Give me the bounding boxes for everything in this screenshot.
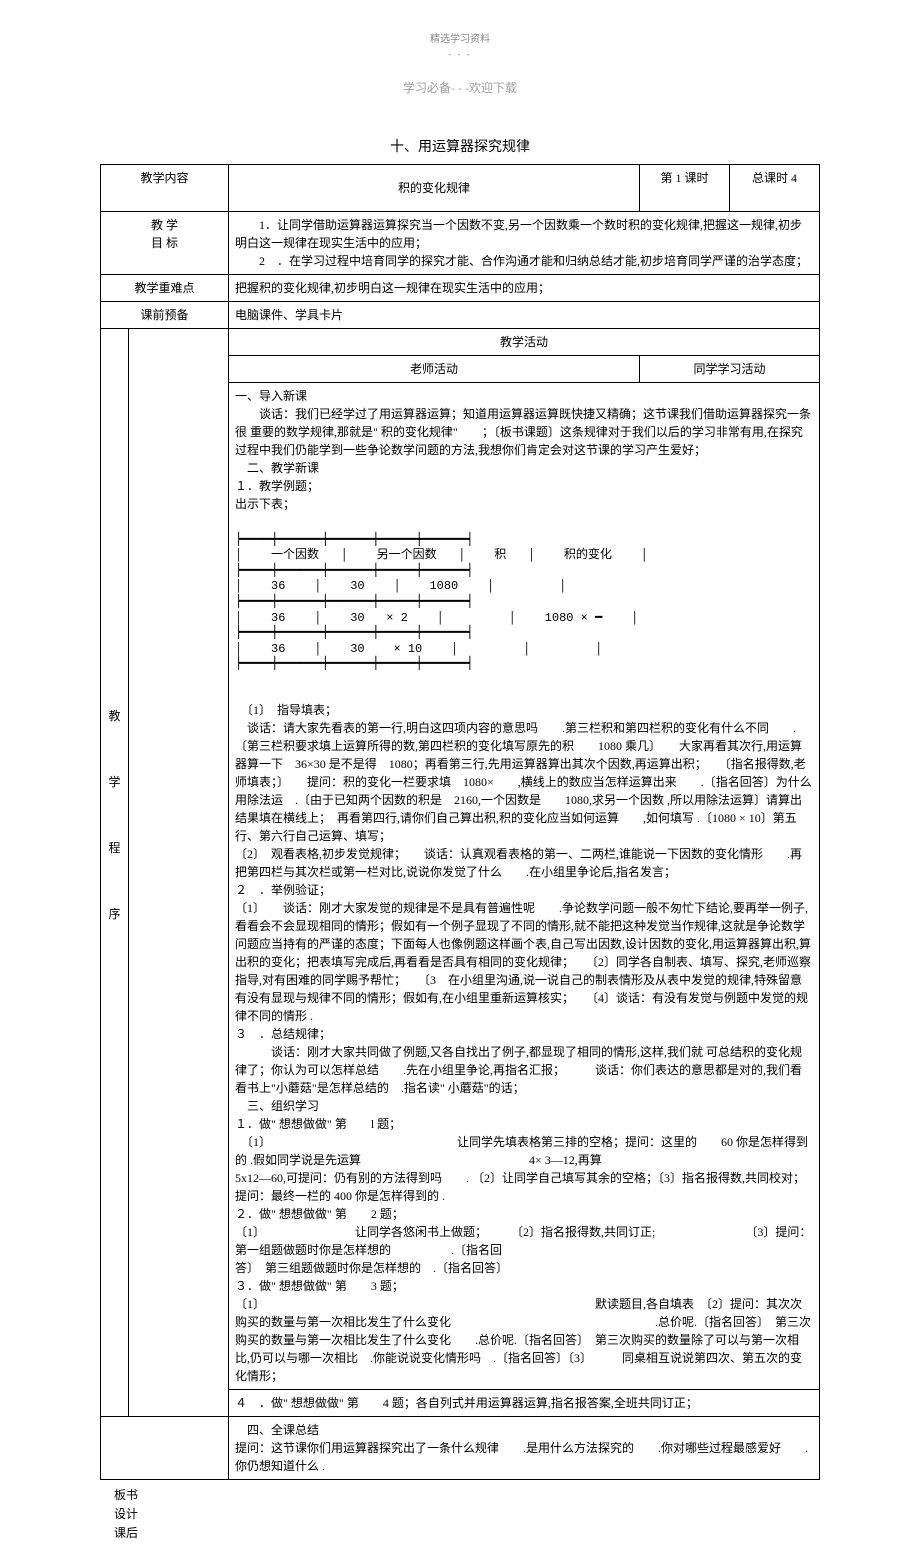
table-row: 教学活动 xyxy=(101,329,820,356)
cell-empty xyxy=(101,1416,229,1479)
lesson-plan-table: 教学内容 积的变化规律 第 1 课时 总课时 4 教 学 目 标 1．让同学借助… xyxy=(100,164,820,1480)
cell-teacher-activity-header: 老师活动 xyxy=(229,356,640,383)
text-line: 出示下表； xyxy=(235,495,813,513)
text-line: 二、教学新课 xyxy=(235,459,813,477)
table-row: 教学重难点 把握积的变化规律,初步明白这一规律在现实生活中的应用； xyxy=(101,275,820,302)
text-line: ３ ．总结规律； xyxy=(235,1025,813,1043)
dashed-line: │ 36 │ 30 × 10 │ │ │ xyxy=(235,642,602,656)
text-line: 谈话：刚才大家共同做了例题,又各自找出了例子,都显现了相同的情形,这样,我们就 … xyxy=(235,1043,813,1097)
text-line: １．做" 想想做做" 第 l 题； xyxy=(235,1115,813,1133)
cell-teaching-content-label: 教学内容 xyxy=(101,165,229,212)
table-row: 教 学 目 标 1．让同学借助运算器运算探究当一个因数不变,另一个因数乘一个数时… xyxy=(101,212,820,275)
cell-keypoints-content: 把握积的变化规律,初步明白这一规律在现实生活中的应用； xyxy=(229,275,820,302)
cell-lesson-title: 积的变化规律 xyxy=(229,165,640,212)
text-line: 〔1〕 让同学各悠闲书上做题； 〔2〕指名报得数,共同订正; 〔3〕提问：第一组… xyxy=(235,1223,813,1259)
proc-char: 学 xyxy=(107,773,122,791)
cell-preparation-label: 课前预备 xyxy=(101,302,229,329)
text-line: １．教学例题； xyxy=(235,477,813,495)
dashed-line: ┝━━━━┿━━━━━━┿━━━━━━┿━━━━━┿━━━━━━┥ xyxy=(235,595,473,609)
text-line: 谈话：请大家先看表的第一行,明白这四项内容的意思吗 .第三栏积和第四栏积的变化有… xyxy=(235,719,813,845)
cell-objectives-label: 教 学 目 标 xyxy=(101,212,229,275)
cell-preparation-content: 电脑课件、学具卡片 xyxy=(229,302,820,329)
text-line: ３．做" 想想做做" 第 3 题； xyxy=(235,1277,813,1295)
cell-total-periods: 总课时 4 xyxy=(730,165,820,212)
cell-student-activity-header: 同学学习活动 xyxy=(640,356,820,383)
table-row: 课前预备 电脑课件、学具卡片 xyxy=(101,302,820,329)
text-line: 三、组织学习 xyxy=(235,1097,813,1115)
table-row: ４ ．做" 想想做做" 第 4 题；各自列式并用运算器运算,指名报答案,全班共同… xyxy=(101,1389,820,1416)
footer-line: 设计 xyxy=(114,1505,820,1524)
dashed-line: │ 一个因数 │ 另一个因数 │ 积 │ 积的变化 │ xyxy=(235,548,648,562)
text-line: 〔2〕 观看表格,初步发觉规律； 谈话：认真观看表格的第一、二两栏,谁能说一下因… xyxy=(235,845,813,881)
text-line: 5x12—60,可提问：仍有别的方法得到吗 . 〔2〕让同学自己填写其余的空格；… xyxy=(235,1169,813,1205)
cell-main-content-top: 一、导入新课 谈话：我们已经学过了用运算器运算；知道用运算器运算既快捷又精确；这… xyxy=(229,383,820,697)
cell-empty-left xyxy=(101,329,129,697)
text-line: 〔1〕 谈话：刚才大家发觉的规律是不是具有普遍性呢 .争论数学问题一般不匆忙下结… xyxy=(235,899,813,1025)
dashed-line: │ 36 │ 30 │ 1080 │ │ xyxy=(235,579,566,593)
header-dashes: - - - xyxy=(100,49,820,59)
text-line: 〔1〕 让同学先填表格第三排的空格；提问：这里的 60 你是怎样得到的 .假如同… xyxy=(235,1133,813,1169)
cell-empty xyxy=(129,1389,229,1416)
cell-empty-left2 xyxy=(129,329,229,697)
cell-objectives-content: 1．让同学借助运算器运算探究当一个因数不变,另一个因数乘一个数时积的变化规律,把… xyxy=(229,212,820,275)
text-line: 答〕 第三组题做题时你是怎样想的 .〔指名回答〕 xyxy=(235,1259,813,1277)
cell-main-content-p22: ４ ．做" 想想做做" 第 4 题；各自列式并用运算器运算,指名报答案,全班共同… xyxy=(229,1389,820,1416)
cell-empty xyxy=(129,697,229,1390)
footer-labels: 板书 设计 课后 xyxy=(100,1486,820,1544)
cell-procedure-label: 教 学 程 序 xyxy=(101,697,129,1390)
cell-main-content-mid: 〔1〕 指导填表； 谈话：请大家先看表的第一行,明白这四项内容的意思吗 .第三栏… xyxy=(229,697,820,1390)
table-row: 四、全课总结 提问：这节课你们用运算器探究出了一条什么规律 .是用什么方法探究的… xyxy=(101,1416,820,1479)
dashed-table: ┝━━━━┿━━━━━━┿━━━━━━┿━━━━━┿━━━━━━┥ │ 一个因数… xyxy=(235,517,813,689)
footer-line: 课后 xyxy=(114,1524,820,1543)
dashed-line: │ 36 │ 30 × 2 │ │ 1080 × ━ │ xyxy=(235,611,638,625)
section-title: 十、用运算器探究规律 xyxy=(100,136,820,156)
dashed-line: ┝━━━━┿━━━━━━┿━━━━━━┿━━━━━┿━━━━━━┥ xyxy=(235,626,473,640)
label-line: 目 标 xyxy=(151,236,178,250)
cell-keypoints-label: 教学重难点 xyxy=(101,275,229,302)
text-line: 一、导入新课 xyxy=(235,387,813,405)
label-line: 教 学 xyxy=(151,218,178,232)
text-line: ２．做" 想想做做" 第 2 题； xyxy=(235,1205,813,1223)
dashed-line: ┝━━━━┿━━━━━━┿━━━━━━┿━━━━━┿━━━━━━┥ xyxy=(235,657,473,671)
text-line: ２ ．举例验证； xyxy=(235,881,813,899)
dashed-line: ┝━━━━┿━━━━━━┿━━━━━━┿━━━━━┿━━━━━━┥ xyxy=(235,564,473,578)
cell-main-content-bottom: 四、全课总结 提问：这节课你们用运算器探究出了一条什么规律 .是用什么方法探究的… xyxy=(229,1416,820,1479)
table-row: 教学内容 积的变化规律 第 1 课时 总课时 4 xyxy=(101,165,820,212)
proc-char: 序 xyxy=(107,905,122,923)
proc-char: 教 xyxy=(107,707,122,725)
text-line: 〔1〕 指导填表； xyxy=(235,701,813,719)
text-line: 提问：这节课你们用运算器探究出了一条什么规律 .是用什么方法探究的 .你对哪些过… xyxy=(235,1439,813,1475)
cell-class-period: 第 1 课时 xyxy=(640,165,730,212)
text-line: 四、全课总结 xyxy=(235,1421,813,1439)
header-subtitle: 学习必备- - -欢迎下载 xyxy=(100,79,820,96)
header-small-label: 精选学习资料 xyxy=(100,30,820,45)
proc-char: 程 xyxy=(107,839,122,857)
table-row: 教 学 程 序 〔1〕 指导填表； 谈话：请大家先看表的第一行,明白这四项内容的… xyxy=(101,697,820,1390)
cell-empty xyxy=(101,1389,129,1416)
text-line: 谈话：我们已经学过了用运算器运算；知道用运算器运算既快捷又精确；这节课我们借助运… xyxy=(235,405,813,459)
footer-line: 板书 xyxy=(114,1486,820,1505)
dashed-line: ┝━━━━┿━━━━━━┿━━━━━━┿━━━━━┿━━━━━━┥ xyxy=(235,533,473,547)
cell-activity-header: 教学活动 xyxy=(229,329,820,356)
text-line: 〔1〕 默读题目,各自填表 〔2〕提问：其次次购买的数量与第一次相比发生了什么变… xyxy=(235,1295,813,1385)
